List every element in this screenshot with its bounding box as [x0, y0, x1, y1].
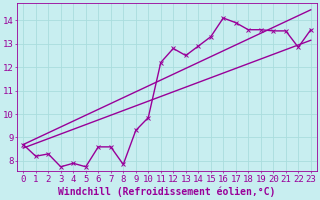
X-axis label: Windchill (Refroidissement éolien,°C): Windchill (Refroidissement éolien,°C)	[58, 187, 276, 197]
